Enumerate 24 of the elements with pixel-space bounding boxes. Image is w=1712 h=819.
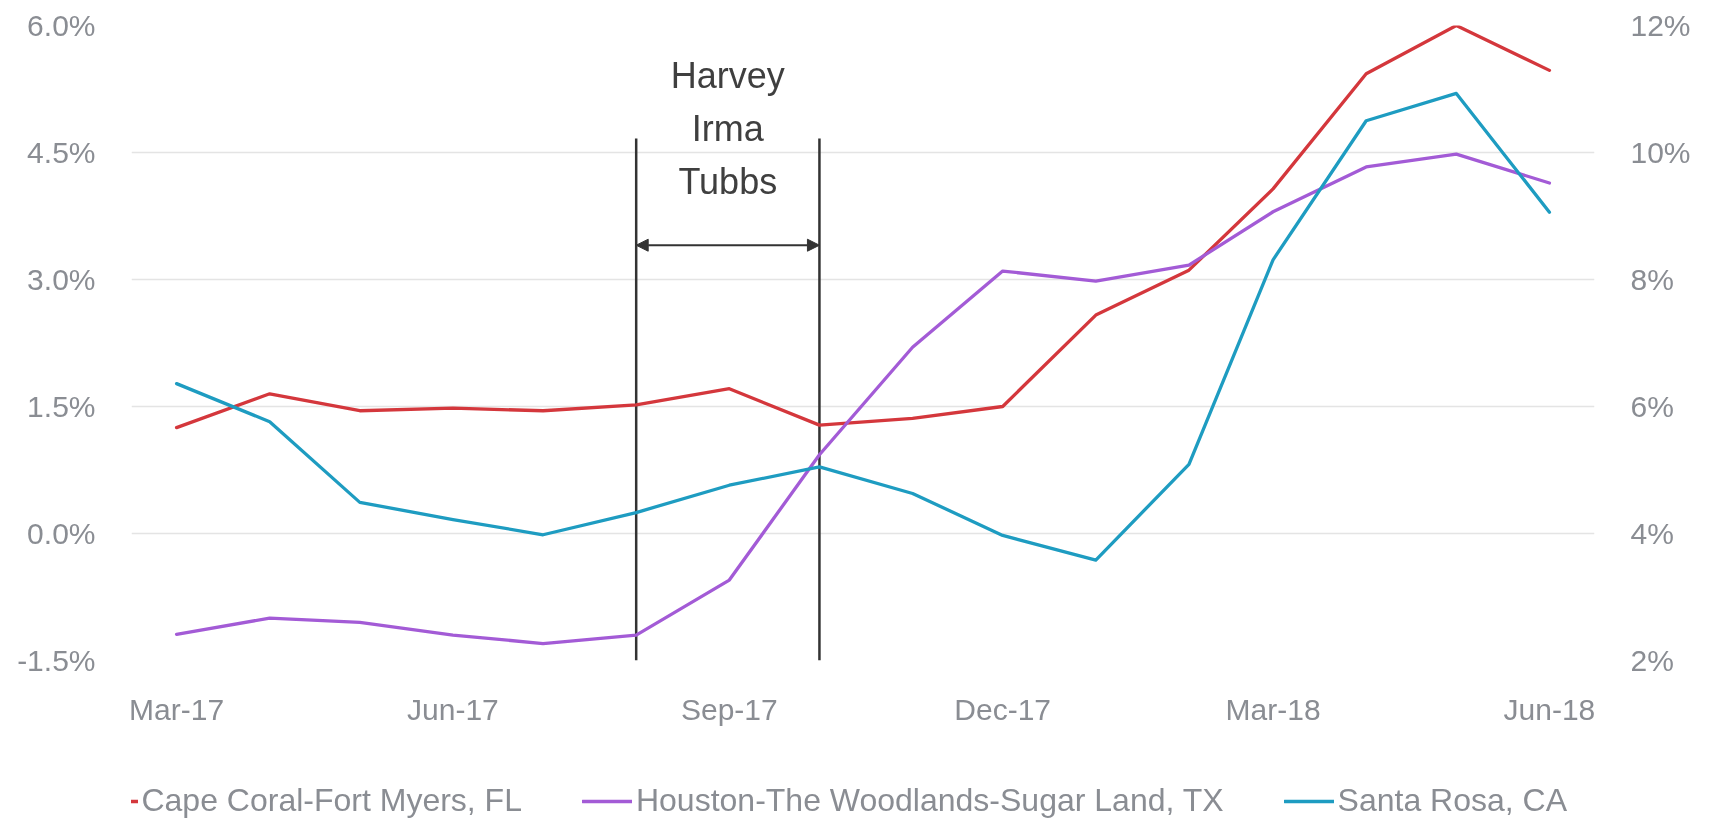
y2-tick-label: 10% — [1630, 136, 1691, 169]
y2-tick-label: 6% — [1630, 390, 1674, 423]
x-tick-label: Dec-17 — [954, 692, 1052, 726]
legend-label: Houston-The Woodlands-Sugar Land, TX — [635, 782, 1224, 819]
x-tick-label: Sep-17 — [680, 692, 778, 726]
y2-tick-label: 4% — [1630, 517, 1674, 550]
line-series — [174, 152, 1552, 646]
y-tick-label: 6.0% — [27, 9, 96, 42]
y-tick-label: 0.0% — [27, 517, 96, 550]
x-tick-label: Jun-18 — [1503, 692, 1596, 726]
y2-tick-label: 2% — [1630, 644, 1674, 677]
legend-label: Cape Coral-Fort Myers, FL — [141, 782, 522, 819]
x-tick-label: Jun-17 — [407, 692, 499, 726]
legend-label: Santa Rosa, CA — [1337, 782, 1568, 819]
y-tick-label: -1.5% — [17, 644, 96, 677]
y2-tick-label: 8% — [1630, 263, 1674, 296]
x-tick-label: Mar-18 — [1225, 692, 1321, 726]
annotation: Harvey Irma Tubbs — [670, 54, 785, 203]
y-tick-label: 1.5% — [27, 390, 96, 423]
y2-tick-label: 12% — [1630, 9, 1691, 42]
x-tick-label: Mar-17 — [129, 692, 225, 726]
line-series — [174, 25, 1552, 430]
y-tick-label: 4.5% — [27, 136, 96, 169]
y-tick-label: 3.0% — [27, 263, 96, 296]
